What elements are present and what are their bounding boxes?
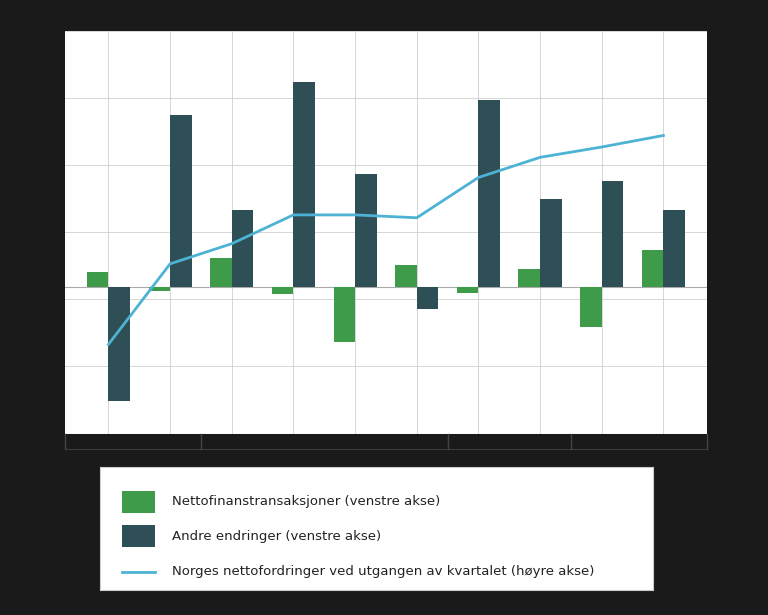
Text: Andre endringer (venstre akse): Andre endringer (venstre akse)	[172, 530, 381, 543]
Bar	[457, 287, 478, 293]
Bar	[580, 287, 602, 327]
Bar	[478, 100, 500, 287]
Bar	[664, 210, 685, 287]
FancyBboxPatch shape	[122, 525, 155, 547]
Bar	[333, 287, 355, 342]
Bar	[540, 199, 561, 287]
Bar	[170, 115, 192, 287]
FancyBboxPatch shape	[122, 491, 155, 513]
Bar	[355, 173, 376, 287]
Bar	[148, 287, 170, 291]
Bar	[210, 258, 232, 287]
Bar	[642, 250, 664, 287]
Bar	[396, 265, 417, 287]
Bar	[87, 272, 108, 287]
Bar	[272, 287, 293, 295]
Bar	[232, 210, 253, 287]
Text: Nettofinanstransaksjoner (venstre akse): Nettofinanstransaksjoner (venstre akse)	[172, 495, 440, 509]
Bar	[417, 287, 439, 309]
Bar	[293, 82, 315, 287]
Bar	[602, 181, 624, 287]
Text: Norges nettofordringer ved utgangen av kvartalet (høyre akse): Norges nettofordringer ved utgangen av k…	[172, 565, 594, 579]
Bar	[108, 287, 130, 400]
Bar	[518, 269, 540, 287]
